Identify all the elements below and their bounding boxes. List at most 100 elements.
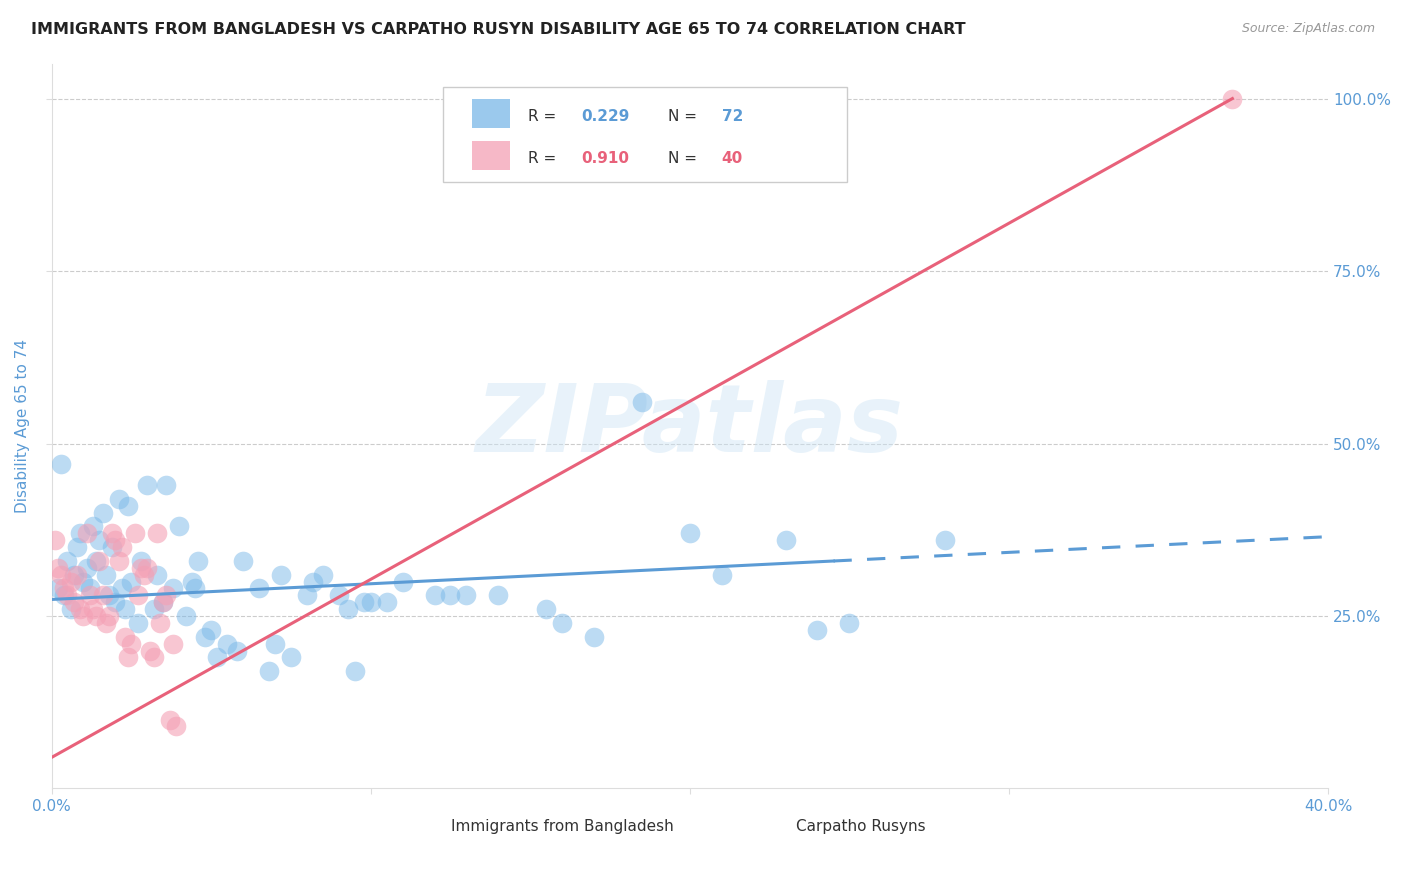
Point [934,533,956,548]
Point [152,595,174,609]
Point [423,588,446,602]
Point [101,526,124,541]
Point [1222,91,1244,105]
Text: N =: N = [668,109,702,124]
Point [117,499,139,513]
Point [94,615,117,630]
Text: N =: N = [668,151,702,166]
Point [207,650,229,665]
Point [337,602,360,616]
Point [312,567,335,582]
Y-axis label: Disability Age 65 to 74: Disability Age 65 to 74 [15,339,30,513]
Point [328,588,350,602]
Text: R =: R = [527,109,561,124]
Point [98,588,121,602]
Point [101,540,124,554]
Point [391,574,413,589]
Point [129,560,152,574]
Text: Immigrants from Bangladesh: Immigrants from Bangladesh [451,820,673,834]
Point [146,526,169,541]
Point [66,540,89,554]
Point [89,554,111,568]
Text: 0.910: 0.910 [581,151,630,166]
Text: IMMIGRANTS FROM BANGLADESH VS CARPATHO RUSYN DISABILITY AGE 65 TO 74 CORRELATION: IMMIGRANTS FROM BANGLADESH VS CARPATHO R… [31,22,966,37]
Point [775,533,797,548]
Text: R =: R = [527,151,561,166]
Point [583,630,606,644]
FancyBboxPatch shape [471,141,510,169]
Point [72,574,94,589]
Point [124,526,146,541]
Point [127,615,149,630]
Point [69,526,91,541]
Point [104,595,127,609]
Point [127,588,149,602]
Point [56,588,79,602]
Point [225,643,247,657]
Point [72,609,94,624]
Point [146,567,169,582]
Point [129,554,152,568]
Point [264,637,287,651]
Point [59,602,82,616]
Point [439,588,461,602]
Point [534,602,557,616]
Point [247,582,270,596]
Point [120,637,142,651]
Point [53,582,76,596]
Point [162,637,184,651]
Point [184,582,207,596]
Point [155,588,177,602]
FancyBboxPatch shape [443,87,846,182]
Point [76,526,98,541]
Point [98,609,121,624]
Point [56,554,79,568]
Point [710,567,733,582]
Point [280,650,302,665]
Point [165,719,187,733]
Point [302,574,325,589]
Point [59,574,82,589]
Point [353,595,375,609]
Point [107,554,129,568]
Point [111,540,134,554]
Point [111,582,134,596]
Point [94,567,117,582]
Point [152,595,174,609]
Point [91,506,114,520]
Point [132,567,155,582]
Point [136,478,159,492]
Point [79,588,101,602]
Point [149,615,172,630]
Point [84,554,107,568]
Point [838,615,860,630]
Point [295,588,318,602]
Text: Source: ZipAtlas.com: Source: ZipAtlas.com [1241,22,1375,36]
Text: Carpatho Rusyns: Carpatho Rusyns [796,820,925,834]
Point [155,478,177,492]
Point [114,630,136,644]
Point [69,602,91,616]
Point [46,560,69,574]
Text: 0.229: 0.229 [581,109,630,124]
Point [142,602,165,616]
Point [631,395,654,409]
FancyBboxPatch shape [415,816,443,838]
Point [270,567,292,582]
Point [46,582,69,596]
Point [187,554,209,568]
Point [200,623,222,637]
Point [63,595,86,609]
Point [82,602,104,616]
Point [63,567,86,582]
FancyBboxPatch shape [471,99,510,128]
Point [91,588,114,602]
Point [66,567,89,582]
Point [215,637,238,651]
Point [486,588,509,602]
Point [375,595,398,609]
Point [117,650,139,665]
Point [181,574,204,589]
Point [343,664,366,678]
Point [84,609,107,624]
